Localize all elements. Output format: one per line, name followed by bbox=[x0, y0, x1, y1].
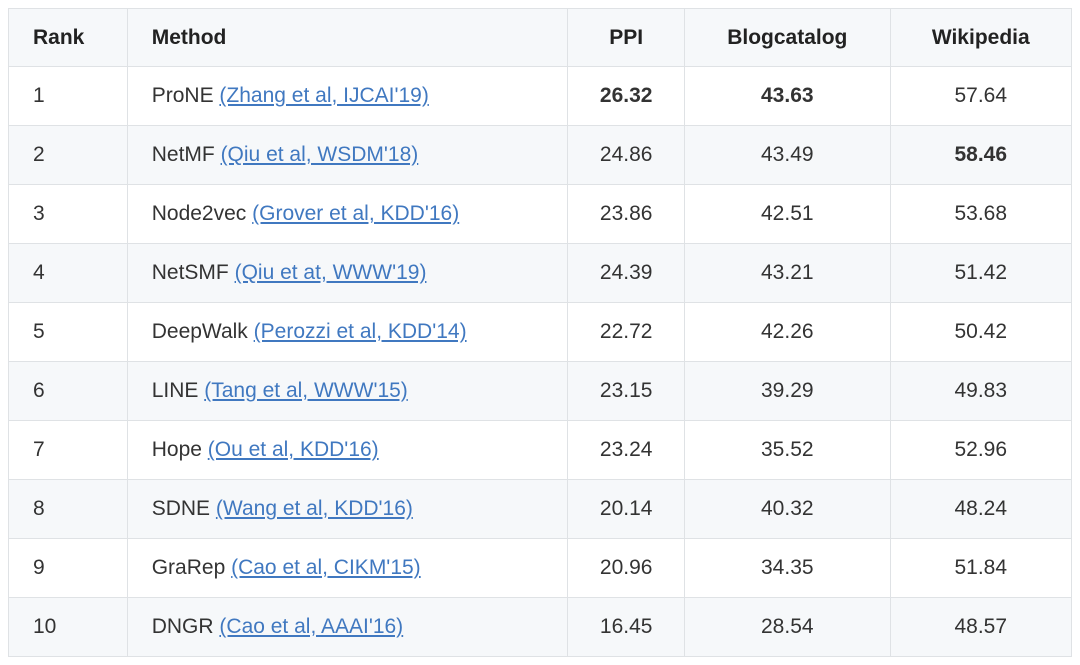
score-cell: 42.26 bbox=[684, 302, 891, 362]
table-row: 10 DNGR (Cao et al, AAAI'16) 16.45 28.54 48.… bbox=[8, 597, 1072, 657]
reference-link[interactable]: (Cao et al, AAAI'16) bbox=[219, 615, 404, 638]
header-cell: Blogcatalog bbox=[684, 8, 891, 67]
score-cell: 48.57 bbox=[889, 597, 1072, 657]
method-name: DeepWalk bbox=[151, 320, 248, 343]
reference-link[interactable]: (Zhang et al, IJCAI'19) bbox=[219, 84, 429, 107]
score-cell: 22.72 bbox=[567, 302, 686, 362]
score-cell: 23.15 bbox=[567, 361, 686, 421]
results-table: Rank Method PPI Blogcatalog Wikipedia 1 ProNE… bbox=[8, 8, 1072, 657]
method-cell: DeepWalk (Perozzi et al, KDD'14) bbox=[126, 302, 569, 362]
score-cell: 49.83 bbox=[889, 361, 1072, 421]
score-cell: 24.86 bbox=[567, 125, 686, 185]
score-cell: 48.24 bbox=[889, 479, 1072, 539]
method-name: SDNE bbox=[151, 497, 211, 520]
rank-cell: 10 bbox=[8, 597, 128, 657]
rank-cell: 2 bbox=[8, 125, 128, 185]
table-row: 4 NetSMF (Qiu et at, WWW'19) 24.39 43.21 51.… bbox=[8, 243, 1072, 303]
table-row: 9 GraRep (Cao et al, CIKM'15) 20.96 34.35 51… bbox=[8, 538, 1072, 598]
table-body: 1 ProNE (Zhang et al, IJCAI'19) 26.32 43.63… bbox=[8, 66, 1072, 657]
header-cell: Method bbox=[126, 8, 569, 67]
method-cell: Node2vec (Grover et al, KDD'16) bbox=[126, 184, 569, 244]
reference-link[interactable]: (Qiu et al, WSDM'18) bbox=[220, 143, 419, 166]
header-row: Rank Method PPI Blogcatalog Wikipedia bbox=[8, 8, 1072, 67]
score-cell: 43.63 bbox=[684, 66, 891, 126]
method-cell: LINE (Tang et al, WWW'15) bbox=[126, 361, 569, 421]
score-cell: 26.32 bbox=[567, 66, 686, 126]
score-cell: 23.86 bbox=[567, 184, 686, 244]
rank-cell: 9 bbox=[8, 538, 128, 598]
method-cell: GraRep (Cao et al, CIKM'15) bbox=[126, 538, 569, 598]
reference-link[interactable]: (Cao et al, CIKM'15) bbox=[231, 556, 421, 579]
rank-cell: 6 bbox=[8, 361, 128, 421]
method-name: ProNE bbox=[151, 84, 214, 107]
reference-link[interactable]: (Grover et al, KDD'16) bbox=[252, 202, 460, 225]
method-name: GraRep bbox=[151, 556, 226, 579]
score-cell: 52.96 bbox=[889, 420, 1072, 480]
score-cell: 20.14 bbox=[567, 479, 686, 539]
table-row: 5 DeepWalk (Perozzi et al, KDD'14) 22.72 42… bbox=[8, 302, 1072, 362]
method-cell: DNGR (Cao et al, AAAI'16) bbox=[126, 597, 569, 657]
reference-link[interactable]: (Ou et al, KDD'16) bbox=[207, 438, 379, 461]
method-name: LINE bbox=[151, 379, 199, 402]
score-cell: 34.35 bbox=[684, 538, 891, 598]
table-head: Rank Method PPI Blogcatalog Wikipedia bbox=[8, 8, 1072, 67]
method-name: Node2vec bbox=[151, 202, 247, 225]
score-cell: 50.42 bbox=[889, 302, 1072, 362]
reference-link[interactable]: (Tang et al, WWW'15) bbox=[204, 379, 408, 402]
method-name: NetMF bbox=[151, 143, 215, 166]
score-cell: 51.84 bbox=[889, 538, 1072, 598]
rank-cell: 5 bbox=[8, 302, 128, 362]
method-cell: Hope (Ou et al, KDD'16) bbox=[126, 420, 569, 480]
method-cell: NetMF (Qiu et al, WSDM'18) bbox=[126, 125, 569, 185]
score-cell: 39.29 bbox=[684, 361, 891, 421]
method-cell: NetSMF (Qiu et at, WWW'19) bbox=[126, 243, 569, 303]
rank-cell: 7 bbox=[8, 420, 128, 480]
score-cell: 23.24 bbox=[567, 420, 686, 480]
table-row: 8 SDNE (Wang et al, KDD'16) 20.14 40.32 48.2… bbox=[8, 479, 1072, 539]
score-cell: 40.32 bbox=[684, 479, 891, 539]
score-cell: 42.51 bbox=[684, 184, 891, 244]
table-row: 2 NetMF (Qiu et al, WSDM'18) 24.86 43.49 58.… bbox=[8, 125, 1072, 185]
score-cell: 53.68 bbox=[889, 184, 1072, 244]
rank-cell: 8 bbox=[8, 479, 128, 539]
score-cell: 43.49 bbox=[684, 125, 891, 185]
header-cell: Rank bbox=[8, 8, 128, 67]
score-cell: 24.39 bbox=[567, 243, 686, 303]
rank-cell: 4 bbox=[8, 243, 128, 303]
method-name: Hope bbox=[151, 438, 202, 461]
score-cell: 51.42 bbox=[889, 243, 1072, 303]
rank-cell: 1 bbox=[8, 66, 128, 126]
reference-link[interactable]: (Wang et al, KDD'16) bbox=[215, 497, 413, 520]
score-cell: 20.96 bbox=[567, 538, 686, 598]
reference-link[interactable]: (Perozzi et al, KDD'14) bbox=[253, 320, 467, 343]
score-cell: 58.46 bbox=[889, 125, 1072, 185]
score-cell: 43.21 bbox=[684, 243, 891, 303]
method-cell: ProNE (Zhang et al, IJCAI'19) bbox=[126, 66, 569, 126]
header-cell: Wikipedia bbox=[889, 8, 1072, 67]
table-row: 1 ProNE (Zhang et al, IJCAI'19) 26.32 43.63… bbox=[8, 66, 1072, 126]
header-cell: PPI bbox=[567, 8, 686, 67]
score-cell: 28.54 bbox=[684, 597, 891, 657]
rank-cell: 3 bbox=[8, 184, 128, 244]
table-row: 6 LINE (Tang et al, WWW'15) 23.15 39.29 49.8… bbox=[8, 361, 1072, 421]
reference-link[interactable]: (Qiu et at, WWW'19) bbox=[234, 261, 427, 284]
score-cell: 35.52 bbox=[684, 420, 891, 480]
method-name: NetSMF bbox=[151, 261, 229, 284]
method-name: DNGR bbox=[151, 615, 214, 638]
table-row: 3 Node2vec (Grover et al, KDD'16) 23.86 42.… bbox=[8, 184, 1072, 244]
table-row: 7 Hope (Ou et al, KDD'16) 23.24 35.52 52.96 bbox=[8, 420, 1072, 480]
method-cell: SDNE (Wang et al, KDD'16) bbox=[126, 479, 569, 539]
score-cell: 16.45 bbox=[567, 597, 686, 657]
score-cell: 57.64 bbox=[889, 66, 1072, 126]
